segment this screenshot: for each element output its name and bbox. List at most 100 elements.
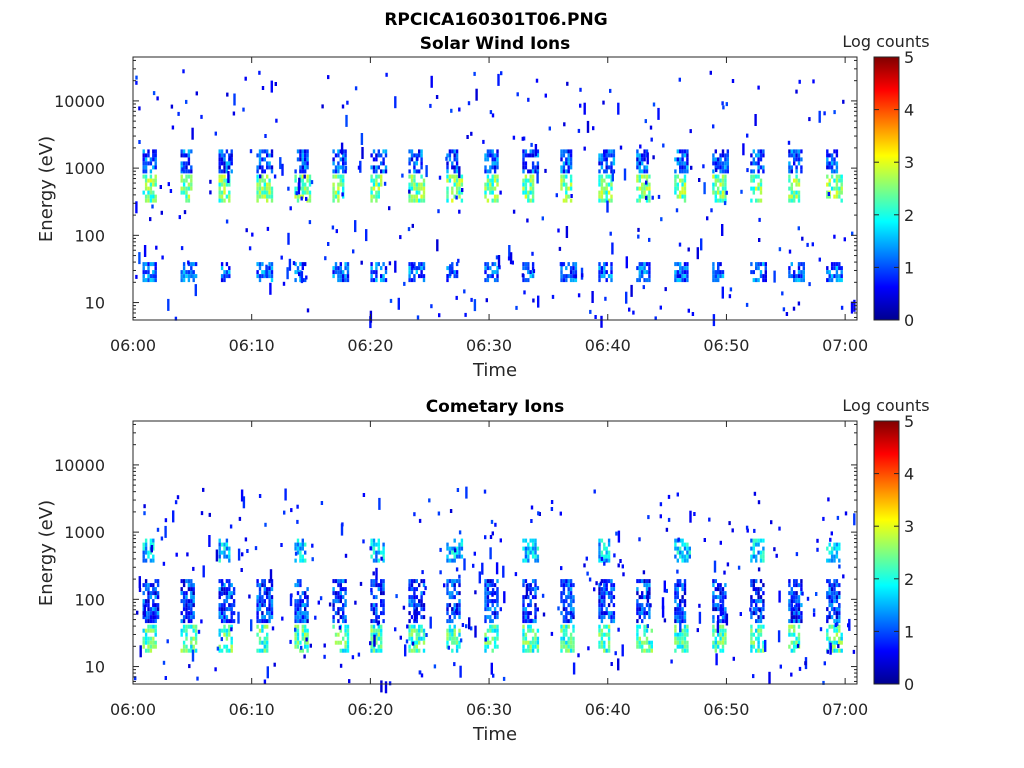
data-cell [248, 246, 252, 251]
data-cell [714, 149, 717, 154]
data-cell [802, 270, 805, 275]
data-cell [648, 198, 651, 203]
data-cell [415, 603, 418, 608]
data-cell [750, 599, 754, 604]
data-cell [638, 636, 641, 641]
data-cell [266, 624, 269, 629]
data-cell [600, 556, 604, 561]
data-cell [759, 587, 763, 592]
data-cell [463, 289, 466, 294]
data-cell [852, 649, 856, 654]
x-axis: 06:00 06:10 06:20 06:30 06:40 06:50 07:00 [110, 57, 868, 355]
data-cell [446, 542, 449, 547]
data-cell [522, 624, 525, 629]
data-cell [762, 640, 765, 645]
data-cell [138, 252, 141, 265]
data-cell [529, 624, 532, 629]
data-cell [301, 542, 304, 547]
data-cell [190, 149, 193, 154]
data-cell [342, 174, 345, 179]
data-cell [600, 161, 604, 166]
data-cell [299, 542, 302, 547]
data-cell [604, 296, 607, 301]
data-cell [662, 143, 665, 148]
data-cell [154, 266, 157, 271]
data-cell [230, 607, 233, 612]
data-cell [698, 611, 702, 624]
data-cell [344, 599, 347, 604]
data-cell [202, 487, 205, 492]
data-cell [603, 554, 606, 559]
data-cell [418, 636, 421, 641]
data-cell [410, 198, 414, 203]
data-cell [228, 607, 231, 612]
data-cell [643, 595, 646, 600]
data-cell [610, 595, 613, 600]
data-cell [686, 648, 689, 653]
data-cell [489, 186, 492, 191]
data-cell [757, 266, 760, 271]
data-cell [377, 538, 380, 543]
data-cell [455, 591, 459, 596]
data-cell [339, 591, 342, 596]
data-cell [187, 161, 191, 166]
data-cell [375, 198, 378, 203]
data-cell [793, 595, 796, 600]
data-cell [686, 546, 689, 551]
data-cell [762, 615, 765, 620]
data-cell [560, 644, 563, 649]
data-cell [455, 579, 459, 584]
data-cell [410, 182, 414, 187]
data-cell [645, 579, 649, 584]
data-cell [621, 564, 624, 569]
data-cell [696, 247, 699, 260]
data-cell [455, 186, 459, 191]
data-cell [757, 587, 760, 592]
data-cell [225, 599, 229, 604]
data-cell [342, 169, 345, 174]
data-cell [536, 628, 540, 633]
data-cell [641, 611, 644, 616]
data-cell [185, 607, 188, 612]
data-cell [522, 648, 525, 653]
data-cell [683, 190, 687, 195]
data-cell [534, 591, 537, 596]
data-cell [496, 153, 499, 158]
data-cell [679, 278, 682, 283]
data-cell [793, 579, 796, 584]
data-cell [586, 571, 589, 576]
data-cell [370, 278, 373, 283]
data-cell [377, 186, 380, 191]
data-cell [795, 603, 798, 608]
data-cell [529, 174, 532, 179]
data-cell [380, 583, 383, 588]
data-cell [422, 628, 426, 633]
data-cell [308, 198, 312, 203]
data-cell [674, 190, 677, 195]
data-cell [493, 165, 497, 170]
data-cell [565, 174, 568, 179]
data-cell [833, 607, 836, 612]
data-cell [674, 615, 677, 620]
data-cell [759, 153, 763, 158]
data-cell [721, 101, 724, 106]
data-cell [797, 603, 801, 608]
data-cell [296, 504, 299, 509]
data-cell [190, 583, 193, 588]
data-cell [258, 194, 262, 199]
data-cell [339, 165, 342, 170]
data-cell [600, 636, 604, 641]
data-cell [194, 624, 198, 629]
data-cell [679, 538, 682, 543]
data-cell [524, 190, 528, 195]
data-cell [725, 613, 729, 626]
data-cell [686, 274, 689, 279]
data-cell [142, 153, 145, 158]
data-cell [567, 636, 570, 641]
data-cell [337, 278, 340, 283]
y-tick-label: 100 [74, 590, 105, 609]
data-cell [603, 632, 606, 637]
data-cell [683, 270, 687, 275]
data-cell [531, 546, 535, 551]
data-cell [750, 632, 753, 637]
